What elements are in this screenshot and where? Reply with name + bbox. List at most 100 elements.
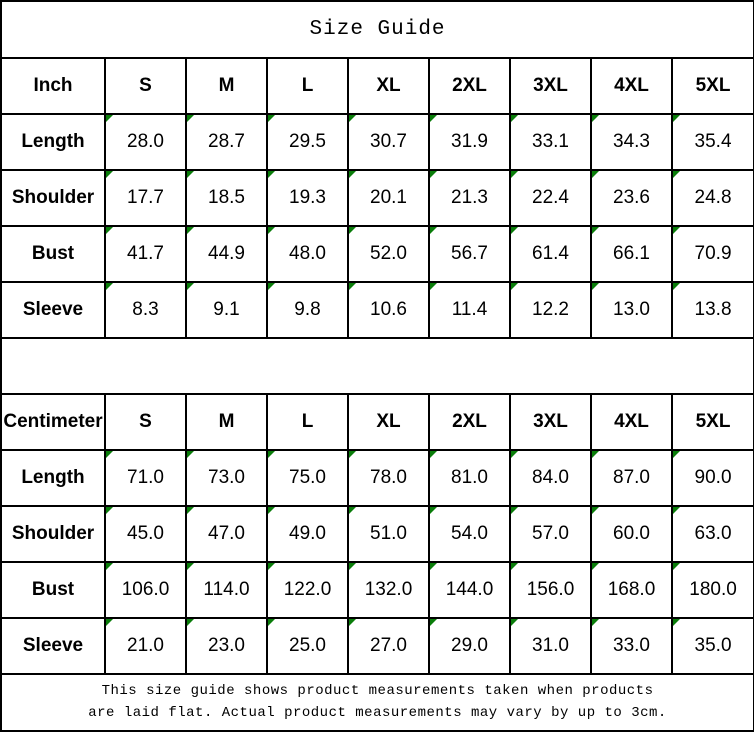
measurement-value: 51.0 (370, 523, 407, 544)
cell-flag-triangle-icon (431, 116, 437, 122)
size-col-header: M (185, 393, 268, 451)
measurement-cell: 25.0 (266, 617, 349, 675)
cell-flag-triangle-icon (350, 452, 356, 458)
measurement-cell: 9.8 (266, 281, 349, 339)
measurement-value: 168.0 (607, 579, 656, 600)
measurement-value: 34.3 (613, 131, 650, 152)
cell-flag-triangle-icon (674, 228, 680, 234)
cell-flag-triangle-icon (431, 452, 437, 458)
cell-flag-triangle-icon (512, 564, 518, 570)
measurement-cell: 12.2 (509, 281, 592, 339)
measurement-cell: 66.1 (590, 225, 673, 283)
measurement-cell: 24.8 (670, 169, 754, 227)
measurement-value: 31.9 (451, 131, 488, 152)
measurement-value: 66.1 (613, 243, 650, 264)
cell-flag-triangle-icon (188, 116, 194, 122)
measurement-value: 75.0 (289, 467, 326, 488)
measurement-value: 24.8 (694, 187, 732, 208)
cell-flag-triangle-icon (512, 284, 518, 290)
measurement-cell: 52.0 (347, 225, 430, 283)
cell-flag-triangle-icon (188, 452, 194, 458)
measurement-cell: 81.0 (428, 449, 511, 507)
cell-flag-triangle-icon (431, 284, 437, 290)
cell-flag-triangle-icon (674, 452, 680, 458)
measurement-cell: 90.0 (670, 449, 754, 507)
cell-flag-triangle-icon (593, 228, 599, 234)
measurement-cell: 21.3 (428, 169, 511, 227)
size-col-header: 3XL (509, 393, 592, 451)
measurement-cell: 44.9 (185, 225, 268, 283)
spacer-cell (0, 337, 754, 395)
measurement-cell: 57.0 (509, 505, 592, 563)
measurement-value: 49.0 (289, 523, 326, 544)
cell-flag-triangle-icon (188, 508, 194, 514)
measurement-cell: 56.7 (428, 225, 511, 283)
measurement-value: 10.6 (370, 299, 407, 320)
measurement-value: 35.4 (694, 131, 732, 152)
measurement-value: 44.9 (208, 243, 245, 264)
measurement-cell: 28.7 (185, 113, 268, 171)
size-col-header: S (104, 57, 187, 115)
measurement-cell: 122.0 (266, 561, 349, 619)
table-spacer-row (0, 337, 754, 395)
cell-flag-triangle-icon (107, 452, 113, 458)
cell-flag-triangle-icon (269, 508, 275, 514)
measurement-cell: 114.0 (185, 561, 268, 619)
size-col-header: 2XL (428, 57, 511, 115)
cell-flag-triangle-icon (674, 116, 680, 122)
measurement-value: 20.1 (370, 187, 407, 208)
measurement-value: 71.0 (127, 467, 164, 488)
measurement-cell: 75.0 (266, 449, 349, 507)
cell-flag-triangle-icon (107, 172, 113, 178)
measurement-value: 11.4 (451, 299, 488, 320)
measurement-cell: 8.3 (104, 281, 187, 339)
cell-flag-triangle-icon (350, 228, 356, 234)
measurement-value: 56.7 (451, 243, 488, 264)
measurement-cell: 29.0 (428, 617, 511, 675)
page-title: Size Guide (0, 0, 754, 59)
size-col-header: S (104, 393, 187, 451)
measurement-cell: 20.1 (347, 169, 430, 227)
footer-row: This size guide shows product measuremen… (0, 673, 754, 732)
cell-flag-triangle-icon (350, 116, 356, 122)
row-label: Length (0, 113, 106, 171)
measurement-value: 156.0 (526, 579, 575, 600)
measurement-cell: 45.0 (104, 505, 187, 563)
measurement-value: 180.0 (689, 579, 737, 600)
measurement-cell: 13.8 (670, 281, 754, 339)
measurement-cell: 51.0 (347, 505, 430, 563)
measurement-value: 106.0 (121, 579, 170, 600)
measurement-row: Length 28.0 28.7 29.5 30.7 31.9 33.1 34.3 35.4 (0, 113, 754, 171)
cell-flag-triangle-icon (674, 564, 680, 570)
cell-flag-triangle-icon (350, 564, 356, 570)
cell-flag-triangle-icon (593, 508, 599, 514)
measurement-cell: 34.3 (590, 113, 673, 171)
cell-flag-triangle-icon (431, 620, 437, 626)
row-label: Sleeve (0, 617, 106, 675)
measurement-cell: 18.5 (185, 169, 268, 227)
cell-flag-triangle-icon (512, 508, 518, 514)
size-col-header: 5XL (670, 393, 754, 451)
measurement-cell: 27.0 (347, 617, 430, 675)
measurement-value: 87.0 (613, 467, 650, 488)
measurement-cell: 30.7 (347, 113, 430, 171)
cell-flag-triangle-icon (674, 508, 680, 514)
measurement-value: 47.0 (208, 523, 245, 544)
size-col-header: 5XL (670, 57, 754, 115)
cell-flag-triangle-icon (593, 564, 599, 570)
measurement-value: 33.1 (532, 131, 569, 152)
measurement-value: 28.7 (208, 131, 245, 152)
measurement-value: 70.9 (694, 243, 732, 264)
footer-note: This size guide shows product measuremen… (0, 673, 754, 732)
measurement-cell: 78.0 (347, 449, 430, 507)
cell-flag-triangle-icon (431, 564, 437, 570)
size-col-header: 2XL (428, 393, 511, 451)
measurement-cell: 22.4 (509, 169, 592, 227)
measurement-value: 73.0 (208, 467, 245, 488)
measurement-value: 48.0 (289, 243, 326, 264)
measurement-cell: 63.0 (670, 505, 754, 563)
measurement-cell: 19.3 (266, 169, 349, 227)
cell-flag-triangle-icon (188, 284, 194, 290)
measurement-value: 9.1 (213, 299, 240, 320)
